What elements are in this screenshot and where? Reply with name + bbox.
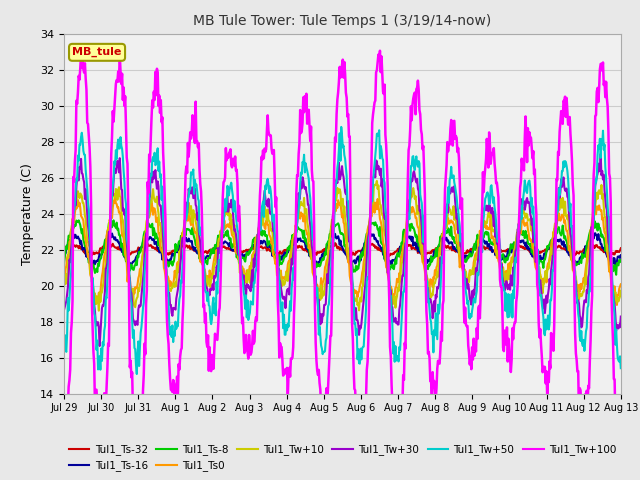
Y-axis label: Temperature (C): Temperature (C) xyxy=(22,163,35,264)
Text: MB_tule: MB_tule xyxy=(72,47,122,58)
Legend: Tul1_Ts-32, Tul1_Ts-16, Tul1_Ts-8, Tul1_Ts0, Tul1_Tw+10, Tul1_Tw+30, Tul1_Tw+50,: Tul1_Ts-32, Tul1_Ts-16, Tul1_Ts-8, Tul1_… xyxy=(65,440,620,476)
Title: MB Tule Tower: Tule Temps 1 (3/19/14-now): MB Tule Tower: Tule Temps 1 (3/19/14-now… xyxy=(193,14,492,28)
